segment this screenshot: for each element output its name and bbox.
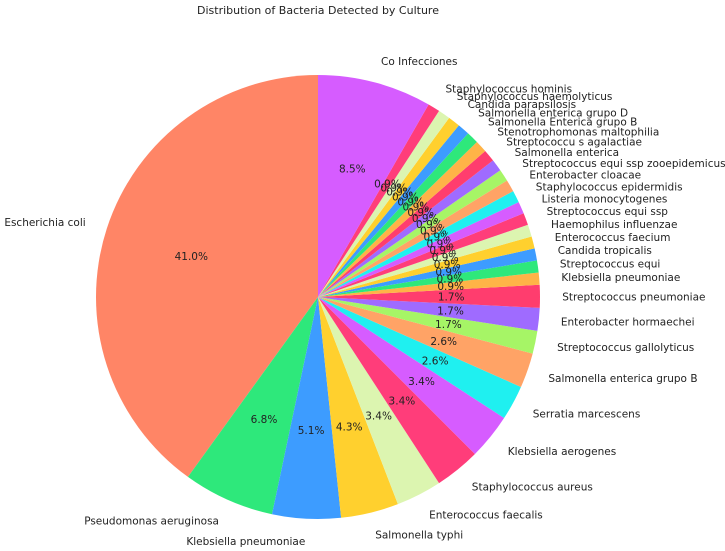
pie-slice [318,110,450,297]
pie-slice [318,248,537,297]
pie-slice [318,224,532,297]
percent-label: 0.9% [423,232,450,244]
percent-label: 0.9% [374,178,401,190]
pie-slice [318,117,459,297]
percent-label: 0.9% [434,259,461,271]
percent-label: 0.9% [437,274,464,286]
percent-label: 1.7% [437,306,464,318]
pie-slice [318,297,475,484]
category-label: Salmonella enterica [515,147,620,159]
category-labels: Escherichia coli Pseudomonas aeruginosa Kl… [4,56,725,548]
percent-label: 0.9% [435,266,462,278]
percent-label: 0.9% [412,213,439,225]
pie-slice [318,297,440,505]
percent-label: 0.9% [429,245,456,257]
category-label: Enterobacter hormaechei [561,317,695,329]
percent-label: 1.7% [438,292,465,304]
category-label: Streptococcus equi [560,258,660,270]
category-label: Streptococcu s agalactiae [506,137,642,149]
category-label: Streptococcus gallolyticus [557,342,694,354]
percent-label: 6.8% [251,414,278,426]
percent-label: 3.4% [389,396,416,408]
category-label: Enterobacter cloacae [529,170,641,182]
pie-slice [318,125,469,297]
pie-slice [318,180,514,297]
percent-label: 0.9% [397,196,424,208]
pie-slice [318,160,501,297]
category-label: Serratia marcescens [533,408,641,420]
percent-label: 0.9% [403,202,430,214]
percent-label: 1.7% [435,319,462,331]
category-label: Staphylococcus epidermidis [536,182,683,194]
category-label: Salmonella Enterica grupo B [488,117,637,129]
percent-label: 3.4% [408,376,435,388]
percent-label: 5.1% [298,425,325,437]
pie-slice [318,141,486,297]
percent-label: 0.9% [432,252,459,264]
pie-slice [318,297,540,331]
percent-label: 0.9% [437,281,464,293]
percent-label: 0.9% [427,238,454,250]
category-label: Staphylococcus haemolyticus [457,91,613,103]
percent-label: 4.3% [336,422,363,434]
percent-label: 8.5% [339,163,366,175]
percent-label: 0.9% [407,207,434,219]
category-label: Co Infecciones [381,56,457,68]
percent-labels: 41.0%6.8%5.1% 4.3%3.4%3.4%3.4%2.6%2.6%1.7… [175,163,465,437]
category-label: Candida parapsilosis [468,99,577,111]
category-label: Enterococcus faecalis [429,509,543,521]
pie-slice [187,297,318,515]
category-label: Streptococcus equi ssp [547,206,669,218]
percent-label: 2.6% [422,356,449,368]
category-label: Enterococcus faecium [555,232,671,244]
category-label: Escherichia coli [4,217,85,229]
pie-slice [318,133,477,297]
category-label: Pseudomonas aeruginosa [84,515,219,527]
category-label: Staphylococcus aureus [472,482,593,494]
pie-slice [318,213,528,297]
category-label: Staphylococcus hominis [446,84,573,96]
percent-label: 0.9% [420,225,447,237]
pie-slice [95,75,319,477]
pie-slice [318,236,535,297]
percent-label: 3.4% [365,411,392,423]
category-label: Streptococcus equi ssp zooepidemicus [522,158,725,170]
percent-label: 0.9% [392,191,419,203]
pie-slice [318,272,540,297]
pie-slice [318,104,440,298]
pie-slice [318,150,494,297]
category-label: Klebsiella pneumoniae [561,272,680,284]
category-label: Haemophilus influenzae [551,219,677,231]
category-label: Klebsiella pneumoniae [186,536,305,548]
pie-slice [318,260,539,297]
category-label: Listeria monocytogenes [542,194,668,206]
pie-slices [95,75,540,519]
category-label: Klebsiella aerogenes [508,446,617,458]
category-label: Stenotrophomonas maltophilia [497,126,659,138]
pie-slice [318,284,540,308]
pie-slice [318,202,524,297]
percent-label: 0.9% [386,187,413,199]
category-label: Candida tropicalis [558,245,652,257]
pie-slice [318,297,505,454]
category-label: Salmonella enterica grupo D [478,108,628,120]
percent-label: 0.9% [380,182,407,194]
pie-slice [318,297,533,387]
percent-label: 0.9% [416,219,443,231]
chart-title: Distribution of Bacteria Detected by Cul… [197,4,439,17]
pie-slice [318,191,519,297]
pie-slice [272,297,342,519]
category-label: Streptococcus pneumoniae [562,291,705,303]
percent-label: 41.0% [175,251,208,263]
category-label: Salmonella typhi [375,529,463,541]
pie-slice [318,297,398,518]
category-label: Salmonella enterica grupo B [548,373,697,385]
pie-slice [318,297,538,354]
pie-slice [318,297,521,419]
pie-slice [318,75,429,297]
pie-slice [318,170,507,297]
percent-label: 2.6% [430,336,457,348]
